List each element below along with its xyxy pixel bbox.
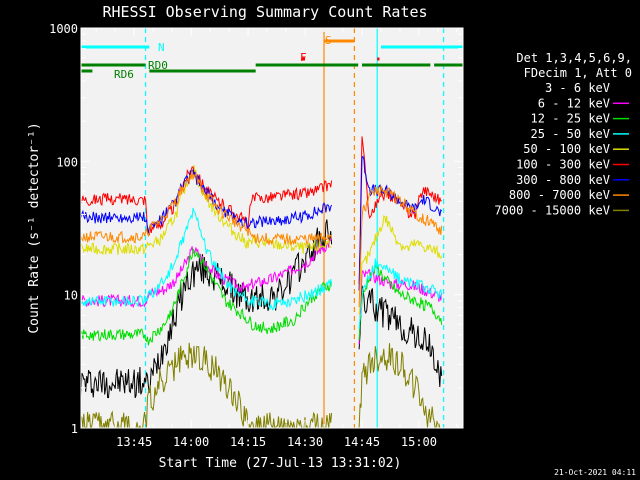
series-line-1 [80, 219, 443, 399]
legend-header-1: Det 1,3,4,5,6,9, [516, 51, 632, 65]
legend-header-2: FDecim 1, Att 0 [524, 66, 632, 80]
legend-label-1: 3 - 6 keV [545, 81, 610, 95]
series-4-group [80, 207, 443, 329]
legend-label-9: 7000 - 15000 keV [494, 203, 610, 217]
x-tick-label-2: 14:00 [173, 435, 209, 449]
flag-label-rd6: RD6 [114, 68, 134, 81]
axes-frame [80, 27, 464, 429]
y-tick-label-1: 1 [71, 422, 78, 436]
x-tick-label-5: 14:45 [344, 435, 380, 449]
footer-date: 21-Oct-2021 04:11 [554, 468, 636, 477]
legend-label-4: 25 - 50 keV [531, 127, 610, 141]
flag-label-n: N [158, 41, 165, 54]
y-tick-label-4: 1000 [49, 22, 78, 36]
x-axis-label: Start Time (27-Jul-13 13:31:02) [159, 456, 402, 471]
legend-label-6: 100 - 300 keV [516, 158, 610, 172]
flag-label-s: S [325, 34, 332, 47]
x-tick-label-1: 13:45 [116, 435, 152, 449]
series-8-group [80, 170, 443, 308]
x-tick-label-3: 14:15 [230, 435, 266, 449]
legend-label-7: 300 - 800 keV [516, 173, 610, 187]
x-tick-label-4: 14:30 [287, 435, 323, 449]
legend-label-3: 12 - 25 keV [531, 112, 610, 126]
legend-label-8: 800 - 7000 keV [509, 188, 610, 202]
series-1-group [80, 219, 443, 399]
y-axis-label: Count Rate (s⁻¹ detector⁻¹) [27, 122, 42, 333]
y-tick-label-2: 10 [64, 289, 78, 303]
plot-layer: N F S RD0 RD6 13:45 14:00 14:15 14:30 14:45 15:00 1… [49, 22, 629, 449]
legend-label-2: 6 - 12 keV [538, 96, 610, 110]
x-tick-label-6: 15:00 [401, 435, 437, 449]
flag-label-f: F [300, 51, 307, 64]
legend-label-5: 50 - 100 keV [523, 142, 610, 156]
plot-area [81, 28, 463, 428]
chart-title: RHESSI Observing Summary Count Rates [102, 3, 427, 21]
series-line-4 [80, 207, 443, 329]
y-tick-label-3: 100 [56, 155, 78, 169]
series-line-8 [80, 170, 443, 308]
flag-label-rd0: RD0 [148, 59, 168, 72]
